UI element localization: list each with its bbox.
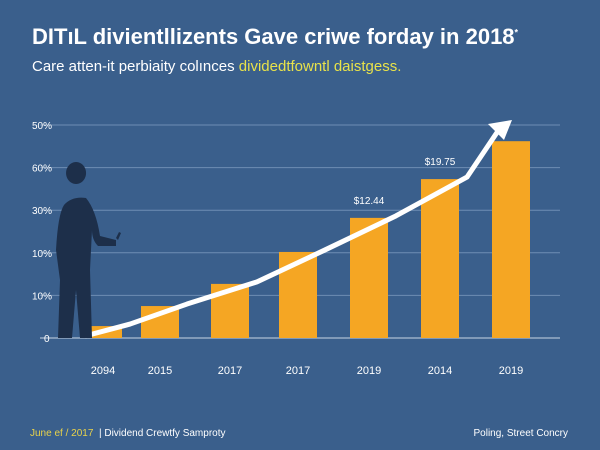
y-tick-label: 50% — [32, 121, 52, 132]
footer-right: Poling, Street Concry — [473, 428, 569, 439]
x-tick-label: 2017 — [218, 365, 242, 377]
y-tick-label: 10% — [32, 291, 52, 302]
bar — [492, 141, 530, 338]
trend-arrow-head — [488, 120, 512, 140]
x-tick-label: 2015 — [148, 365, 172, 377]
bar — [350, 217, 388, 338]
data-label: $19.75 — [425, 157, 456, 168]
trend-line — [84, 126, 503, 339]
footer-left: June ef / 2017 | Dividend Crewtfy Sampro… — [30, 428, 226, 439]
y-tick-label: 0 — [44, 334, 50, 345]
x-tick-label: 2014 — [428, 365, 452, 377]
chart-subtitle: Care atten-it perbiaity colınces divided… — [32, 58, 402, 75]
chart-title: DITıL divientllizents Gave criwe forday … — [32, 24, 519, 49]
x-tick-label: 2019 — [499, 365, 523, 377]
subtitle-highlight: dividedtfowntl daistgess. — [238, 58, 402, 75]
x-tick-label: 2019 — [357, 365, 381, 377]
person-silhouette-icon — [56, 162, 121, 338]
y-tick-label: 60% — [32, 164, 52, 175]
data-label: $12.44 — [354, 196, 385, 207]
x-tick-label: 2017 — [286, 365, 310, 377]
x-tick-label: 2094 — [91, 365, 115, 377]
bar — [421, 179, 459, 338]
y-tick-label: 10% — [32, 249, 52, 260]
y-tick-label: 30% — [32, 206, 52, 217]
footer-date: June ef / 2017 — [30, 428, 94, 439]
footer-source: Dividend Crewtfy Samproty — [104, 428, 226, 439]
